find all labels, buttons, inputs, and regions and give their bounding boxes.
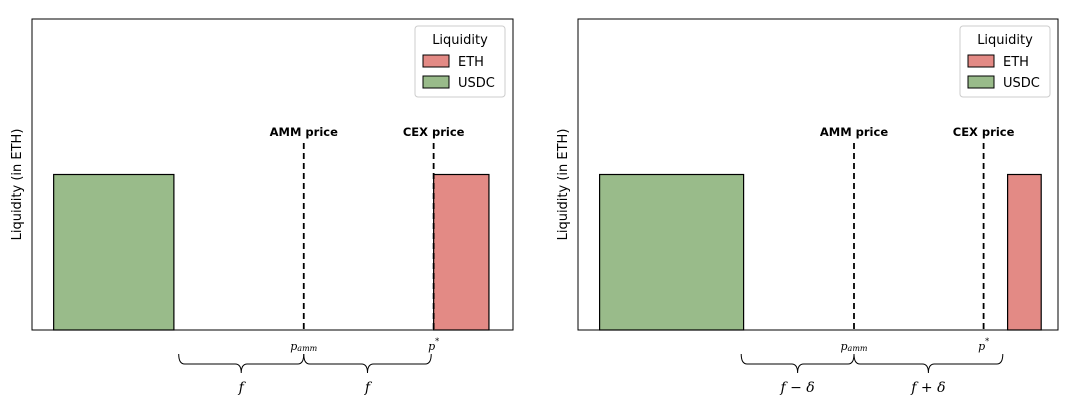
price-label-cex: CEX price xyxy=(403,125,465,139)
brace-label-2: f + δ xyxy=(910,380,945,396)
price-label-amm: AMM price xyxy=(270,125,338,139)
legend-swatch-eth xyxy=(422,54,450,68)
tick-label-p-star: p* xyxy=(978,337,989,353)
tick-label-p-amm: pamm xyxy=(290,340,317,353)
axes-frame xyxy=(577,18,1059,331)
bar-usdc xyxy=(598,173,745,331)
legend-label-usdc: USDC xyxy=(458,76,495,91)
brace-1 xyxy=(740,353,855,374)
brace-1 xyxy=(178,353,305,374)
brace-2 xyxy=(303,353,432,374)
tick-label-p-star: p* xyxy=(428,337,439,353)
brace-label-1: f − δ xyxy=(779,380,814,396)
brace-label-1: f xyxy=(238,380,247,396)
legend-swatch-usdc xyxy=(422,75,450,89)
legend-swatch-usdc xyxy=(967,75,995,89)
legend-title: Liquidity xyxy=(432,33,488,48)
legend-title: Liquidity xyxy=(977,33,1033,48)
legend-label-eth: ETH xyxy=(458,55,484,70)
bar-eth xyxy=(1006,173,1042,331)
brace-label-2: f xyxy=(364,380,373,396)
chart-panel-1: AMM price pamm CEX price p* f f Liquidity (in … xyxy=(10,18,514,396)
legend: Liquidity ETH USDC xyxy=(414,25,506,98)
legend-label-eth: ETH xyxy=(1003,55,1029,70)
chart-panel-2: AMM price pamm CEX price p* f − δ f + δ Liquid… xyxy=(556,18,1059,396)
legend-swatch-eth xyxy=(967,54,995,68)
legend: Liquidity ETH USDC xyxy=(959,25,1051,98)
tick-label-p-amm: pamm xyxy=(841,340,868,353)
price-label-cex: CEX price xyxy=(953,125,1015,139)
y-axis-label: Liquidity (in ETH) xyxy=(10,129,25,241)
price-label-amm: AMM price xyxy=(820,125,888,139)
bar-eth xyxy=(433,173,490,331)
axes-frame xyxy=(31,18,514,331)
legend-label-usdc: USDC xyxy=(1003,76,1040,91)
brace-2 xyxy=(853,353,1004,374)
bar-usdc xyxy=(53,173,175,331)
y-axis-label: Liquidity (in ETH) xyxy=(556,129,571,241)
